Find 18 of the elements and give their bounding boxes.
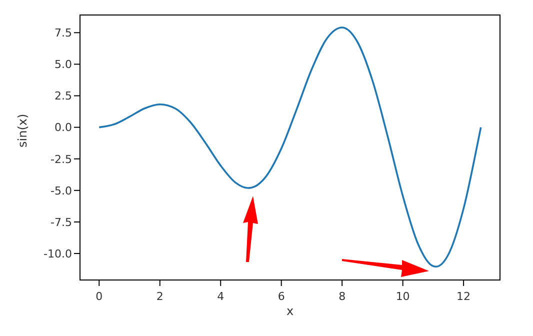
y-tick-label: -2.5 bbox=[50, 152, 72, 166]
x-tick-label: 2 bbox=[156, 290, 164, 303]
x-tick-label: 0 bbox=[96, 290, 103, 303]
y-axis-title: sin(x) bbox=[15, 114, 30, 148]
x-tick-label: 12 bbox=[456, 290, 471, 303]
y-tick-label: 5.0 bbox=[54, 58, 72, 72]
y-tick-label: -5.0 bbox=[50, 184, 72, 198]
x-tick-label: 10 bbox=[396, 290, 410, 303]
y-tick-label: 7.5 bbox=[54, 26, 72, 40]
y-tick-label: -7.5 bbox=[50, 216, 72, 229]
y-tick-label: 2.5 bbox=[54, 90, 72, 103]
y-tick-label: -10.0 bbox=[44, 247, 72, 260]
x-tick-label: 6 bbox=[278, 290, 285, 303]
x-axis-title: x bbox=[286, 304, 294, 318]
x-tick-label: 8 bbox=[338, 290, 346, 303]
x-tick-label: 4 bbox=[217, 290, 224, 303]
y-tick-label: 0.0 bbox=[54, 121, 72, 134]
line-series bbox=[98, 26, 482, 268]
